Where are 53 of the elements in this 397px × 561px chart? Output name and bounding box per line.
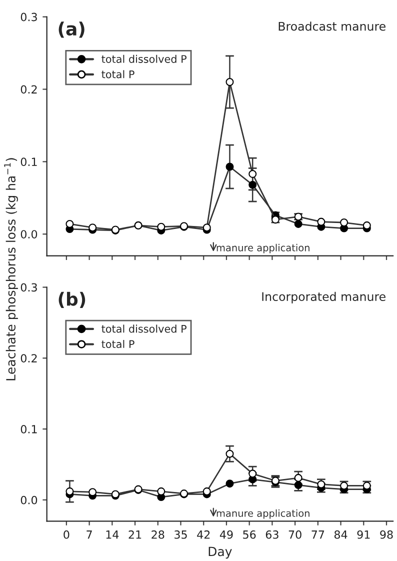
point [226, 162, 234, 171]
x-tick-label: 98 [380, 530, 393, 539]
chart-title: (a) [58, 22, 84, 38]
x-tick-label: 84 [334, 530, 348, 539]
x-axis-title: Day [208, 546, 232, 559]
point [340, 218, 348, 226]
y-tick-label: 0.1 [20, 158, 37, 166]
point [226, 480, 234, 488]
y-tick-label: 0.1 [20, 424, 37, 434]
point [248, 170, 257, 178]
point [248, 180, 257, 189]
x-tick-label: 7 [86, 530, 92, 539]
x-tick-label: 21 [128, 530, 142, 539]
point [248, 470, 257, 478]
x-tick-label: 0 [64, 530, 70, 539]
y-tick-label: 0.2 [20, 354, 37, 362]
legend-label: total dissolved P [102, 54, 186, 63]
chart-title: (b) [58, 292, 86, 308]
point [294, 474, 302, 482]
annotation: manure application [216, 244, 310, 254]
x-tick-label: 56 [243, 530, 256, 539]
x-tick-label: 91 [357, 530, 370, 539]
x-tick-label: 14 [106, 530, 119, 539]
chart-subtitle: Broadcast manure [278, 22, 386, 31]
x-tick-label: 63 [266, 530, 278, 539]
y-tick-label: 0.3 [20, 283, 37, 292]
point [226, 450, 234, 458]
point [66, 220, 74, 228]
x-tick-label: 49 [220, 530, 233, 539]
point [202, 487, 211, 496]
y-tick-label: 0.3 [20, 12, 37, 22]
x-tick-label: 70 [288, 530, 302, 539]
point [157, 222, 166, 231]
y-tick-label: 0.0 [20, 496, 38, 504]
legend-label: total P [102, 340, 134, 348]
x-tick-label: 35 [174, 530, 187, 539]
point [362, 221, 371, 230]
x-tick-label: 28 [152, 530, 164, 539]
legend-label: total dissolved P [102, 324, 186, 333]
chart-subtitle: Incorporated manure [262, 292, 386, 304]
x-tick-label: 42 [197, 530, 210, 539]
x-tick-label: 77 [312, 530, 324, 539]
legend-label: total P [102, 70, 134, 78]
y-tick-label: 0.2 [20, 85, 37, 94]
point [226, 78, 234, 86]
y-tick-label: 0.0 [20, 230, 38, 238]
annotation: manure application [216, 509, 310, 519]
point [317, 218, 326, 226]
y-axis-title: Leachate phosphorus loss (kg ha$^{−1}$) [4, 158, 18, 380]
point [294, 481, 302, 490]
point [294, 220, 302, 228]
point [66, 487, 74, 496]
point [157, 487, 166, 496]
